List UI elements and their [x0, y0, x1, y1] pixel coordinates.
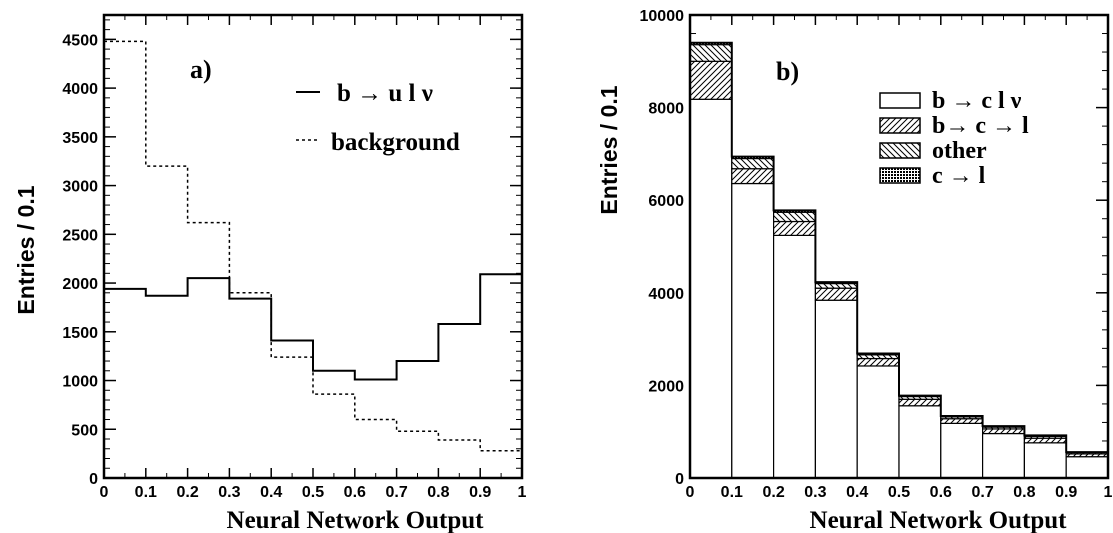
- y-axis-title-a: Entries / 0.1: [13, 185, 39, 314]
- y-tick-label-b-0: 0: [675, 471, 684, 488]
- bar-b-2-1: [731, 157, 775, 170]
- bar-b-2-0: [689, 44, 733, 62]
- x-tick-label-b-3: 0.3: [804, 484, 826, 501]
- x-axis-title-a: Neural Network Output: [227, 507, 485, 533]
- x-tick-label-b-5: 0.5: [888, 484, 910, 501]
- series-line-a-1: [104, 40, 522, 452]
- panel-b-plot: 0 0.1 0.2 0.3 0.4 0.5 0.6 0.7 0.8 0.9 1 0 2000 4000 60…: [640, 8, 1113, 501]
- legend-swatch-bcl-b: [879, 117, 921, 134]
- bar-b-1-1: [731, 168, 775, 185]
- series-line-a-0: [104, 273, 522, 381]
- y-tick-label-b-3: 6000: [648, 193, 684, 210]
- bar-b-0-1: [731, 182, 775, 479]
- x-tick-label-a-2: 0.2: [176, 484, 198, 501]
- x-tick-label-b-8: 0.8: [1013, 484, 1035, 501]
- y-tick-label-a-6: 3000: [62, 179, 98, 196]
- x-tick-label-b-4: 0.4: [846, 484, 868, 501]
- y-tick-label-b-5: 10000: [640, 8, 685, 25]
- legend-swatch-other-b: [879, 142, 921, 159]
- x-tick-label-a-8: 0.8: [427, 484, 449, 501]
- x-tick-label-b-10: 1: [1104, 484, 1113, 501]
- y-tick-label-a-5: 2500: [62, 227, 98, 244]
- x-tick-label-a-4: 0.4: [260, 484, 282, 501]
- x-tick-label-a-0: 0: [100, 484, 109, 501]
- x-tick-label-b-9: 0.9: [1055, 484, 1077, 501]
- y-tick-label-a-4: 2000: [62, 276, 98, 293]
- bar-b-0-6: [940, 422, 984, 479]
- bar-b-1-2: [772, 220, 816, 236]
- y-tick-label-a-3: 1500: [62, 325, 98, 342]
- bar-b-1-0: [689, 60, 733, 100]
- panel-a-plot: 0 0.1 0.2 0.3 0.4 0.5 0.6 0.7 0.8 0.9 1 0 500 1000 150…: [62, 13, 527, 501]
- y-tick-label-a-1: 500: [71, 422, 98, 439]
- bar-b-2-2: [772, 211, 816, 223]
- panel-label-b: b): [776, 57, 799, 86]
- bar-b-1-7: [981, 428, 1025, 435]
- x-tick-label-b-6: 0.6: [930, 484, 952, 501]
- bar-b-0-3: [814, 299, 858, 479]
- legend-label-bcl-b: b→ c → l: [932, 113, 1029, 139]
- bar-b-0-8: [1023, 442, 1067, 479]
- y-tick-label-b-2: 4000: [648, 286, 684, 303]
- x-axis-title-b: Neural Network Output: [810, 507, 1068, 533]
- legend-label-bclnu-b: b → c l ν: [932, 88, 1022, 114]
- bar-b-1-6: [940, 418, 984, 424]
- total-outline-b: [689, 41, 1109, 478]
- y-tick-label-a-8: 4000: [62, 81, 98, 98]
- legend-label-background-a: background: [331, 129, 460, 156]
- bar-b-1-5: [898, 398, 942, 407]
- x-tick-label-a-10: 1: [518, 484, 527, 501]
- legend-label-cl-b: c → l: [932, 163, 986, 189]
- legend-swatch-bclnu-b: [879, 92, 921, 109]
- bar-b-0-5: [898, 405, 942, 479]
- legend-label-other-b: other: [932, 138, 987, 164]
- bar-b-0-4: [856, 365, 900, 479]
- x-tick-label-a-9: 0.9: [469, 484, 491, 501]
- y-tick-label-b-4: 8000: [648, 101, 684, 118]
- x-tick-label-a-3: 0.3: [218, 484, 240, 501]
- x-tick-label-b-1: 0.1: [721, 484, 743, 501]
- panel-label-a: a): [190, 55, 212, 84]
- plot-frame-a: [102, 13, 524, 480]
- bar-b-0-0: [689, 98, 733, 479]
- bar-b-1-3: [814, 287, 858, 301]
- plot-frame-b: [688, 13, 1110, 480]
- y-tick-label-a-9: 4500: [62, 32, 98, 49]
- x-tick-label-b-2: 0.2: [762, 484, 784, 501]
- y-tick-label-b-1: 2000: [648, 378, 684, 395]
- bar-b-2-3: [814, 282, 858, 289]
- y-axis-title-b: Entries / 0.1: [596, 85, 622, 214]
- bar-b-0-9: [1065, 456, 1109, 479]
- legend-label-signal-a: b → u l ν: [337, 80, 433, 107]
- bar-b-0-2: [772, 234, 816, 479]
- bar-b-1-4: [856, 357, 900, 367]
- bar-b-1-8: [1023, 437, 1067, 444]
- bar-b-0-7: [981, 432, 1025, 479]
- y-tick-label-a-7: 3500: [62, 130, 98, 147]
- y-tick-label-a-2: 1000: [62, 374, 98, 391]
- y-tick-label-a-0: 0: [89, 471, 98, 488]
- x-tick-label-a-7: 0.7: [385, 484, 407, 501]
- x-tick-label-b-7: 0.7: [971, 484, 993, 501]
- legend-swatch-cl-b: [879, 167, 921, 184]
- x-tick-label-a-5: 0.5: [302, 484, 324, 501]
- x-tick-label-b-0: 0: [686, 484, 695, 501]
- x-tick-label-a-6: 0.6: [344, 484, 366, 501]
- x-tick-label-a-1: 0.1: [135, 484, 157, 501]
